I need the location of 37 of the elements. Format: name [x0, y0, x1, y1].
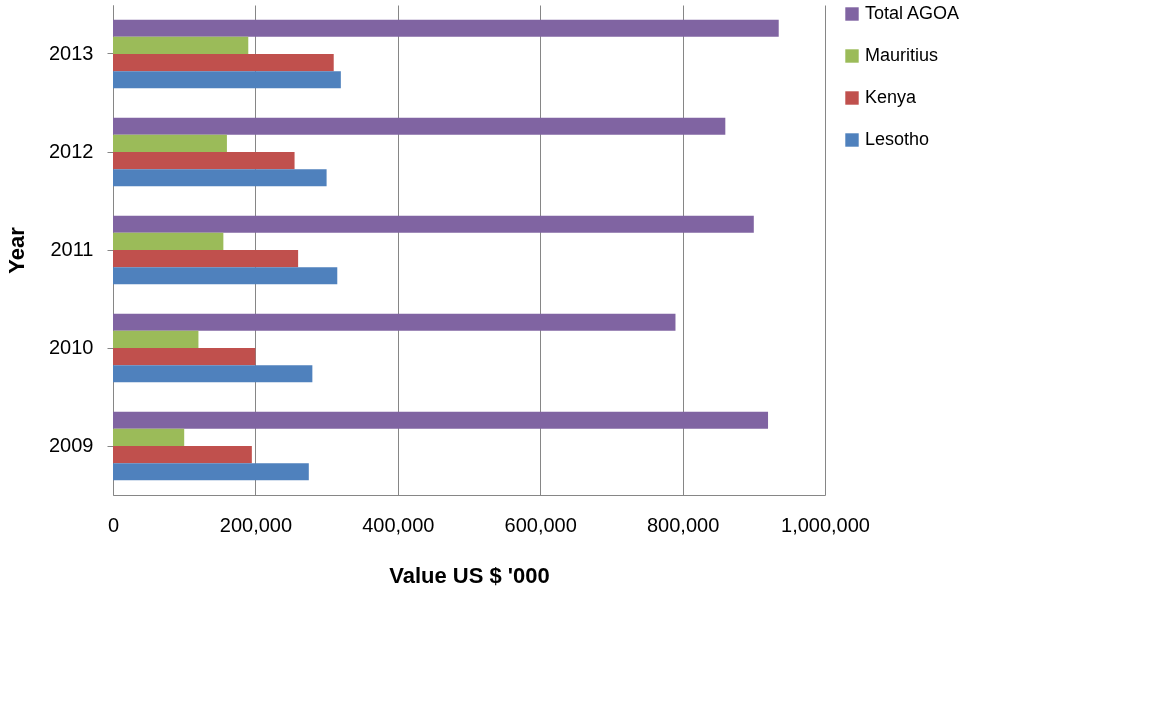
legend-label: Total AGOA: [865, 3, 960, 23]
bar: [113, 267, 338, 285]
bar: [113, 428, 185, 446]
bar: [113, 134, 227, 152]
bar: [113, 446, 252, 464]
bar: [113, 117, 726, 135]
bar: [113, 36, 249, 54]
bar: [113, 19, 779, 37]
bar: [113, 330, 199, 348]
x-tick-label: 400,000: [362, 513, 435, 536]
x-tick-label: 200,000: [219, 513, 293, 536]
legend-label: Mauritius: [865, 45, 939, 65]
bar: [113, 411, 769, 429]
bar: [113, 250, 299, 268]
y-tick-label: 2011: [50, 238, 94, 260]
bar: [113, 348, 256, 366]
y-tick-label: 2012: [49, 140, 94, 162]
y-tick-label: 2010: [49, 336, 94, 358]
bar: [113, 313, 676, 331]
legend-label: Lesotho: [865, 129, 930, 149]
bar: [113, 169, 327, 187]
x-tick-label: 800,000: [646, 513, 720, 536]
legend-label: Kenya: [865, 87, 918, 107]
bar: [113, 365, 313, 383]
y-tick-label: 2009: [49, 434, 94, 456]
y-tick-label: 2013: [49, 42, 94, 64]
bar: [113, 232, 224, 250]
bar: [113, 463, 309, 481]
x-tick-label: 0: [107, 513, 120, 536]
bar: [113, 54, 334, 72]
bar: [113, 71, 341, 89]
x-tick-label: 1,000,000: [781, 513, 870, 536]
x-tick-label: 600,000: [504, 513, 577, 536]
x-axis-title: Value US $ '000: [389, 562, 550, 588]
bar: [113, 215, 754, 233]
bar: [113, 152, 295, 170]
y-axis-title: Year: [4, 226, 30, 274]
